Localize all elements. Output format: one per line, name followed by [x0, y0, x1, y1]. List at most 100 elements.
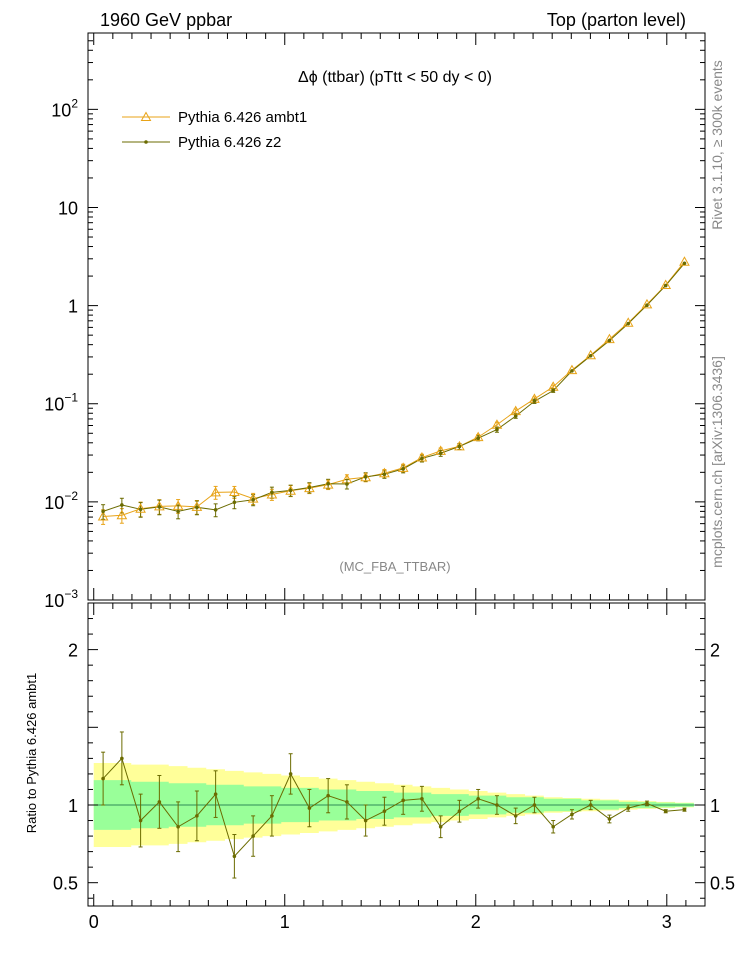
z2-marker — [457, 444, 462, 449]
ratio-y-axis-label: Ratio to Pythia 6.426 ambt1 — [24, 673, 39, 833]
z2-marker — [345, 482, 349, 486]
z2-marker — [570, 369, 574, 373]
z2-marker — [663, 283, 668, 288]
z2-marker — [213, 508, 218, 512]
ambt1-marker — [622, 317, 634, 327]
analysis-tag: (MC_FBA_TTBAR) — [339, 559, 450, 574]
z2-line — [102, 262, 685, 512]
ambt1-marker — [116, 509, 128, 520]
z2-marker — [251, 497, 255, 502]
z2-ratio-marker — [570, 812, 574, 817]
header-right: Top (parton level) — [547, 10, 686, 30]
z2-marker — [551, 388, 555, 393]
z2-ratio-marker — [120, 756, 124, 761]
main-panel-frame — [87, 32, 706, 601]
ambt1-marker — [247, 493, 259, 503]
z2-ratio-marker — [176, 824, 180, 829]
mcplots-label: mcplots.cern.ch [arXiv:1306.3436] — [709, 356, 725, 568]
z2-ratio-marker — [270, 814, 274, 818]
ambt1-marker — [191, 501, 203, 511]
z2-ratio-marker — [420, 796, 424, 801]
ratio-uncertainty-bands — [89, 763, 705, 847]
z2-ratio-marker — [232, 854, 237, 859]
ratio-y-tick-label-right: 2 — [710, 641, 720, 661]
z2-ratio-marker — [401, 798, 405, 803]
ratio-y-tick-label-left: 2 — [68, 641, 78, 661]
x-tick-label: 0 — [89, 912, 99, 932]
legend-ambt1-label: Pythia 6.426 ambt1 — [178, 109, 307, 126]
ambt1-marker — [229, 486, 240, 497]
header-left: 1960 GeV ppbar — [100, 10, 232, 30]
z2-marker — [288, 488, 293, 493]
ambt1-marker — [97, 510, 109, 521]
legend: Pythia 6.426 ambt1 Pythia 6.426 z2 — [122, 109, 307, 151]
ambt1-marker — [660, 279, 672, 290]
y-tick-label: 10−2 — [44, 489, 78, 513]
z2-ratio-marker — [195, 814, 199, 818]
z2-marker — [120, 503, 124, 507]
z2-ratio-marker — [438, 824, 443, 829]
z2-marker — [532, 399, 537, 404]
z2-ratio-marker — [495, 803, 499, 807]
z2-marker — [270, 490, 274, 495]
z2-marker — [138, 507, 143, 512]
z2-marker — [307, 485, 312, 490]
z2-marker — [645, 303, 649, 307]
ratio-panel-series — [101, 731, 687, 879]
x-tick-label: 1 — [280, 912, 290, 932]
z2-ratio-marker — [345, 800, 349, 804]
plot-labels: 1960 GeV ppbar Top (parton level) Δϕ (tt… — [24, 10, 725, 833]
ambt1-marker — [604, 333, 615, 344]
z2-ratio-marker — [457, 809, 462, 814]
z2-ratio-marker — [157, 800, 162, 804]
ratio-y-tick-label-right: 1 — [710, 796, 720, 816]
ambt1-marker — [304, 482, 315, 493]
ambt1-marker — [585, 349, 597, 360]
rivet-label: Rivet 3.1.10, ≥ 300k events — [709, 60, 725, 230]
z2-marker — [513, 414, 518, 418]
z2-ratio-marker — [138, 818, 143, 823]
z2-marker — [420, 456, 424, 461]
z2-marker — [438, 451, 443, 456]
y-tick-label: 10−1 — [44, 391, 78, 415]
z2-marker — [232, 500, 237, 505]
z2-marker — [195, 505, 199, 510]
z2-ratio-marker — [251, 834, 255, 838]
ambt1-marker — [641, 298, 653, 309]
z2-ratio-marker — [532, 803, 537, 807]
z2-marker — [476, 436, 480, 440]
legend-z2-marker — [144, 140, 148, 144]
ambt1-marker — [416, 452, 428, 462]
z2-marker — [682, 261, 687, 266]
ambt1-marker — [135, 503, 146, 513]
z2-marker — [495, 427, 499, 432]
ambt1-marker — [379, 467, 390, 478]
z2-marker — [101, 509, 105, 514]
z2-marker — [588, 354, 593, 358]
z2-marker — [363, 475, 368, 479]
z2-marker — [157, 505, 162, 509]
plot-title: Δϕ (ttbar) (pTtt < 50 dy < 0) — [298, 69, 492, 86]
ambt1-marker — [679, 256, 690, 266]
z2-ratio-marker — [213, 792, 218, 796]
ambt1-marker — [154, 500, 165, 511]
legend-z2-label: Pythia 6.426 z2 — [178, 134, 281, 151]
z2-ratio-marker — [382, 809, 387, 814]
z2-marker — [326, 481, 330, 486]
y-tick-label: 10−3 — [44, 587, 78, 611]
ambt1-marker — [172, 500, 184, 510]
ambt1-marker — [472, 431, 484, 442]
ratio-y-tick-label-left: 0.5 — [53, 874, 78, 894]
z2-ratio-marker — [101, 776, 105, 781]
z2-ratio-marker — [476, 796, 480, 801]
z2-ratio-marker — [663, 809, 668, 814]
y-tick-label: 1 — [68, 297, 78, 317]
ambt1-marker — [454, 440, 465, 451]
z2-ratio-marker — [607, 817, 612, 821]
z2-marker — [626, 321, 631, 326]
ambt1-marker — [397, 462, 409, 472]
z2-ratio-line — [102, 757, 685, 858]
z2-ratio-marker — [326, 793, 330, 798]
z2-ratio-marker — [513, 814, 518, 818]
